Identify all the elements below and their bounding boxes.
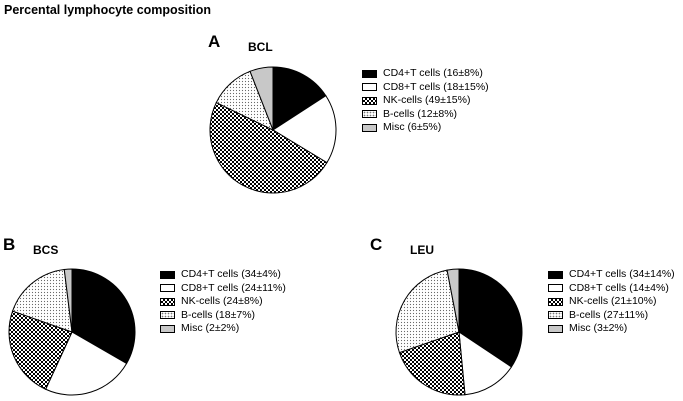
legend-label: NK-cells (49±15%) (383, 94, 471, 106)
legend-item: NK-cells (24±8%) (160, 295, 286, 309)
legend-label: NK-cells (21±10%) (569, 295, 657, 307)
panel-b-title: BCS (33, 243, 59, 257)
legend-label: Misc (6±5%) (383, 121, 442, 133)
panel-c-pie (395, 268, 523, 396)
panel-b-pie (8, 268, 136, 396)
pie-slice-nk-cells (209, 101, 328, 194)
pie-slice-misc (63, 268, 73, 333)
legend-swatch (548, 311, 563, 320)
pie-slice-misc (446, 268, 460, 333)
figure-title: Percental lymphocyte composition (4, 3, 211, 17)
legend-swatch (548, 270, 563, 279)
legend-swatch (160, 311, 175, 320)
panel-b-letter: B (3, 235, 16, 254)
panel-b-legend: CD4+T cells (34±4%) CD8+T cells (24±11%)… (160, 268, 286, 336)
pie-slice-cd4-t-cells (71, 268, 136, 365)
legend-swatch (362, 110, 377, 119)
panel-c-letter: C (370, 235, 383, 254)
panel-a-pie (209, 66, 337, 194)
pie-slice-nk-cells (8, 310, 73, 390)
legend-label: CD8+T cells (18±15%) (383, 80, 489, 93)
legend-item: B-cells (12±8%) (362, 108, 489, 122)
legend-swatch (160, 324, 175, 333)
legend-item: B-cells (27±11%) (548, 309, 675, 323)
legend-label: Misc (3±2%) (569, 322, 628, 334)
legend-item: B-cells (18±7%) (160, 309, 286, 323)
legend-label: B-cells (27±11%) (569, 308, 649, 321)
legend-item: CD4+T cells (34±4%) (160, 268, 286, 282)
panel-a-letter: A (208, 32, 221, 51)
pie-slice-b-cells (11, 268, 73, 333)
panel-a-legend: CD4+T cells (16±8%) CD8+T cells (18±15%)… (362, 67, 489, 135)
legend-label: CD4+T cells (16±8%) (383, 67, 483, 79)
legend-label: Misc (2±2%) (181, 322, 240, 334)
panel-c-legend: CD4+T cells (34±14%) CD8+T cells (14±4%)… (548, 268, 675, 336)
legend-swatch (362, 69, 377, 78)
pie-slice-cd8-t-cells (272, 95, 337, 164)
legend-item: Misc (2±2%) (160, 322, 286, 336)
legend-item: CD4+T cells (34±14%) (548, 268, 675, 282)
panel-a-title: BCL (248, 40, 273, 54)
legend-item: Misc (6±5%) (362, 121, 489, 135)
pie-slice-b-cells (395, 269, 460, 354)
legend-label: CD8+T cells (24±11%) (181, 281, 286, 294)
legend-item: NK-cells (21±10%) (548, 295, 675, 309)
legend-item: NK-cells (49±15%) (362, 94, 489, 108)
legend-label: CD8+T cells (14±4%) (569, 281, 669, 294)
legend-item: CD8+T cells (18±15%) (362, 81, 489, 95)
legend-swatch (362, 123, 377, 132)
legend-swatch (362, 96, 377, 105)
pie-slice-nk-cells (398, 331, 466, 396)
legend-item: Misc (3±2%) (548, 322, 675, 336)
legend-label: B-cells (12±8%) (383, 107, 458, 120)
pie-slice-cd8-t-cells (45, 331, 128, 396)
legend-swatch (548, 297, 563, 306)
legend-swatch (160, 297, 175, 306)
legend-swatch (362, 83, 377, 92)
legend-swatch (548, 324, 563, 333)
legend-item: CD8+T cells (14±4%) (548, 282, 675, 296)
legend-label: CD4+T cells (34±14%) (569, 268, 675, 280)
legend-label: B-cells (18±7%) (181, 308, 256, 321)
legend-item: CD4+T cells (16±8%) (362, 67, 489, 81)
legend-label: CD4+T cells (34±4%) (181, 268, 281, 280)
legend-item: CD8+T cells (24±11%) (160, 282, 286, 296)
panel-c-title: LEU (410, 243, 434, 257)
legend-swatch (548, 284, 563, 293)
legend-label: NK-cells (24±8%) (181, 295, 263, 307)
legend-swatch (160, 284, 175, 293)
legend-swatch (160, 270, 175, 279)
pie-slice-cd4-t-cells (272, 66, 327, 131)
pie-slice-misc (249, 66, 274, 131)
pie-slice-cd8-t-cells (458, 331, 513, 396)
